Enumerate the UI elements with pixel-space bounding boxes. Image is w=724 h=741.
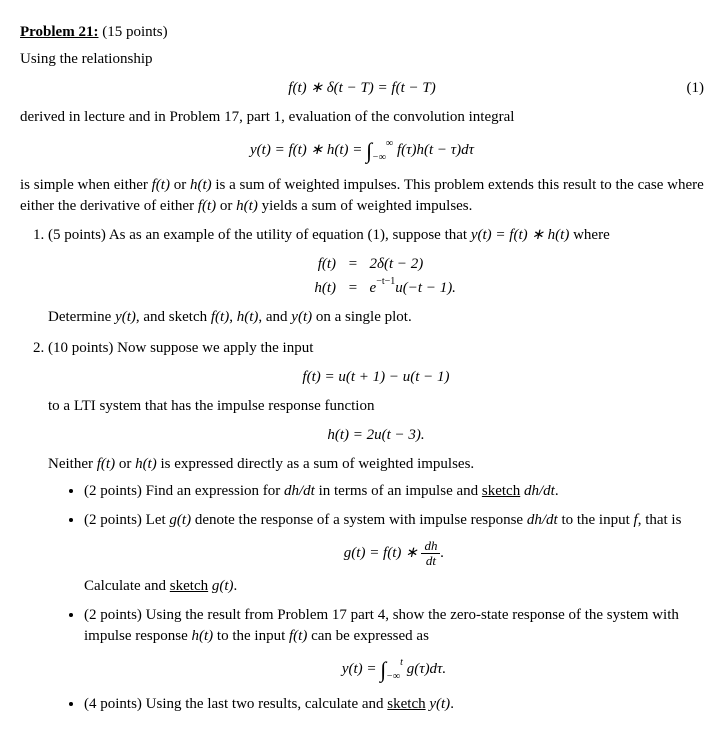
intro-line-3: is simple when either f(t) or h(t) is a … — [20, 175, 704, 217]
eq1-body: f(t) ∗ δ(t − T) = f(t − T) — [288, 80, 435, 96]
part2-mid: to a LTI system that has the impulse res… — [48, 396, 704, 417]
bullet-4: (4 points) Using the last two results, c… — [84, 694, 704, 715]
intro-line-1: Using the relationship — [20, 49, 704, 70]
bullet-3: (2 points) Using the result from Problem… — [84, 605, 704, 686]
part1-lead: (5 points) As as an example of the utili… — [48, 225, 704, 246]
eq2-lhs: y(t) = f(t) ∗ h(t) = — [250, 142, 366, 158]
frac-dh-dt: dh dt — [421, 539, 440, 569]
part1-equations: f(t) = 2δ(t − 2) h(t) = e−t−1u(−t − 1). — [48, 254, 704, 299]
problem-title: Problem 21: — [20, 24, 98, 40]
part2-ft-eq: f(t) = u(t + 1) − u(t − 1) — [48, 367, 704, 388]
part2-bullets: (2 points) Find an expression for dh/dt … — [48, 481, 704, 715]
eq1-number: (1) — [687, 78, 705, 99]
bullet-1: (2 points) Find an expression for dh/dt … — [84, 481, 704, 502]
equation-2: y(t) = f(t) ∗ h(t) = ∫−∞∞ f(τ)h(t − τ)dτ — [20, 136, 704, 167]
part2-ht-eq: h(t) = 2u(t − 3). — [48, 425, 704, 446]
main-list: (5 points) As as an example of the utili… — [20, 225, 704, 715]
part1-tail: Determine y(t), and sketch f(t), h(t), a… — [48, 307, 704, 328]
g-equation: g(t) = f(t) ∗ dh dt . — [84, 539, 704, 569]
eq2-lower: −∞ — [372, 152, 386, 163]
equation-1: f(t) ∗ δ(t − T) = f(t − T) (1) — [20, 78, 704, 99]
eq2-upper: ∞ — [386, 138, 393, 149]
part-1: (5 points) As as an example of the utili… — [48, 225, 704, 328]
y-equation: y(t) = ∫−∞t g(τ)dτ. — [84, 655, 704, 686]
bullet-2: (2 points) Let g(t) denote the response … — [84, 510, 704, 598]
problem-header: Problem 21: (15 points) — [20, 22, 704, 43]
eq2-rhs: f(τ)h(t − τ)dτ — [397, 142, 474, 158]
part-2: (10 points) Now suppose we apply the inp… — [48, 338, 704, 715]
problem-points: (15 points) — [102, 24, 167, 40]
part2-note: Neither f(t) or h(t) is expressed direct… — [48, 454, 704, 475]
part2-lead: (10 points) Now suppose we apply the inp… — [48, 338, 704, 359]
intro-line-2: derived in lecture and in Problem 17, pa… — [20, 107, 704, 128]
